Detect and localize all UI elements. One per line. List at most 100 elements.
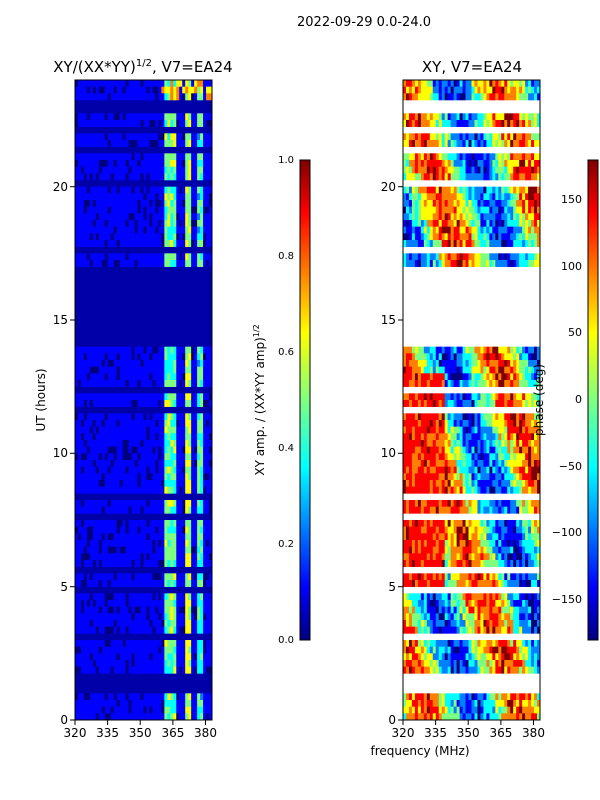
- heatmap-cell: [429, 453, 434, 461]
- heatmap-cell: [125, 366, 130, 374]
- heatmap-cell: [519, 366, 523, 374]
- heatmap-cell: [95, 220, 100, 227]
- heatmap-cell: [146, 660, 150, 667]
- heatmap-cell: [495, 220, 499, 227]
- heatmap-cell: [435, 400, 440, 407]
- heatmap-cell: [504, 166, 508, 174]
- heatmap-cell: [140, 520, 144, 527]
- heatmap-cell: [131, 120, 135, 127]
- heatmap-cell: [483, 220, 487, 227]
- heatmap-cell: [191, 613, 195, 621]
- heatmap-cell: [107, 253, 112, 261]
- heatmap-cell: [134, 86, 138, 94]
- heatmap-cell: [197, 660, 201, 667]
- heatmap-cell: [447, 426, 452, 434]
- heatmap-cell: [209, 573, 213, 581]
- heatmap-cell: [92, 153, 97, 161]
- heatmap-cell: [483, 346, 487, 354]
- heatmap-cell: [185, 346, 189, 354]
- heatmap-cell: [513, 233, 517, 241]
- heatmap-cell: [107, 400, 112, 407]
- heatmap-cell: [200, 400, 204, 407]
- heatmap-cell: [459, 186, 463, 194]
- heatmap-cell: [405, 360, 410, 367]
- heatmap-cell: [408, 460, 413, 467]
- heatmap-cell: [537, 380, 541, 387]
- heatmap-cell: [209, 173, 213, 181]
- heatmap-cell: [146, 526, 150, 534]
- heatmap-cell: [203, 693, 207, 701]
- heatmap-cell: [471, 466, 475, 474]
- heatmap-cell: [191, 666, 195, 674]
- left-title-sup: 1/2: [136, 58, 152, 69]
- heatmap-cell: [89, 713, 94, 721]
- heatmap-cell: [107, 173, 112, 181]
- heatmap-cell: [92, 133, 97, 141]
- heatmap-cell: [167, 393, 171, 401]
- heatmap-cell: [149, 213, 153, 221]
- heatmap-cell: [209, 606, 213, 614]
- heatmap-cell: [125, 606, 130, 614]
- heatmap-cell: [95, 86, 100, 94]
- heatmap-cell: [173, 700, 177, 707]
- heatmap-cell: [125, 560, 130, 567]
- heatmap-cell: [197, 700, 201, 707]
- heatmap-cell: [92, 653, 97, 661]
- heatmap-cell: [77, 540, 82, 547]
- heatmap-cell: [414, 153, 419, 161]
- heatmap-cell: [197, 153, 201, 161]
- heatmap-cell: [113, 520, 118, 527]
- heatmap-cell: [83, 480, 88, 487]
- heatmap-cell: [405, 426, 410, 434]
- heatmap-cell: [113, 653, 118, 661]
- heatmap-cell: [83, 533, 88, 541]
- heatmap-cell: [146, 213, 150, 221]
- heatmap-cell: [486, 260, 490, 267]
- heatmap-cell: [113, 533, 118, 541]
- heatmap-cell: [495, 473, 499, 481]
- heatmap-cell: [173, 660, 177, 667]
- heatmap-cell: [107, 226, 112, 234]
- heatmap-cell: [158, 186, 162, 194]
- heatmap-cell: [435, 413, 440, 421]
- heatmap-cell: [122, 193, 127, 201]
- heatmap-cell: [164, 433, 168, 441]
- heatmap-cell: [444, 86, 449, 94]
- heatmap-cell: [167, 533, 171, 541]
- heatmap-cell: [83, 86, 88, 94]
- heatmap-cell: [438, 473, 443, 481]
- heatmap-cell: [423, 446, 428, 454]
- heatmap-cell: [504, 93, 508, 101]
- heatmap-cell: [507, 86, 511, 94]
- heatmap-cell: [95, 433, 100, 441]
- heatmap-cell: [143, 380, 147, 387]
- heatmap-cell: [140, 693, 144, 701]
- heatmap-cell: [456, 93, 460, 101]
- heatmap-cell: [403, 206, 407, 214]
- heatmap-cell: [537, 366, 541, 374]
- heatmap-cell: [86, 446, 91, 454]
- heatmap-cell: [471, 200, 475, 207]
- heatmap-cell: [498, 166, 502, 174]
- heatmap-cell: [75, 133, 79, 141]
- left-cbar-label-sup: 1/2: [252, 324, 261, 337]
- heatmap-cell: [170, 606, 174, 614]
- heatmap-cell: [170, 580, 174, 587]
- heatmap-cell: [444, 446, 449, 454]
- heatmap-cell: [200, 193, 204, 201]
- heatmap-cell: [110, 360, 115, 367]
- heatmap-cell: [161, 253, 165, 261]
- heatmap-cell: [137, 413, 141, 421]
- heatmap-cell: [77, 453, 82, 461]
- heatmap-cell: [149, 460, 153, 467]
- heatmap-cell: [200, 466, 204, 474]
- heatmap-cell: [143, 373, 147, 381]
- heatmap-cell: [516, 173, 520, 181]
- heatmap-cell: [429, 400, 434, 407]
- heatmap-cell: [432, 366, 437, 374]
- heatmap-cell: [137, 400, 141, 407]
- heatmap-cell: [161, 173, 165, 181]
- heatmap-cell: [426, 453, 431, 461]
- heatmap-cell: [155, 160, 159, 167]
- heatmap-cell: [441, 220, 446, 227]
